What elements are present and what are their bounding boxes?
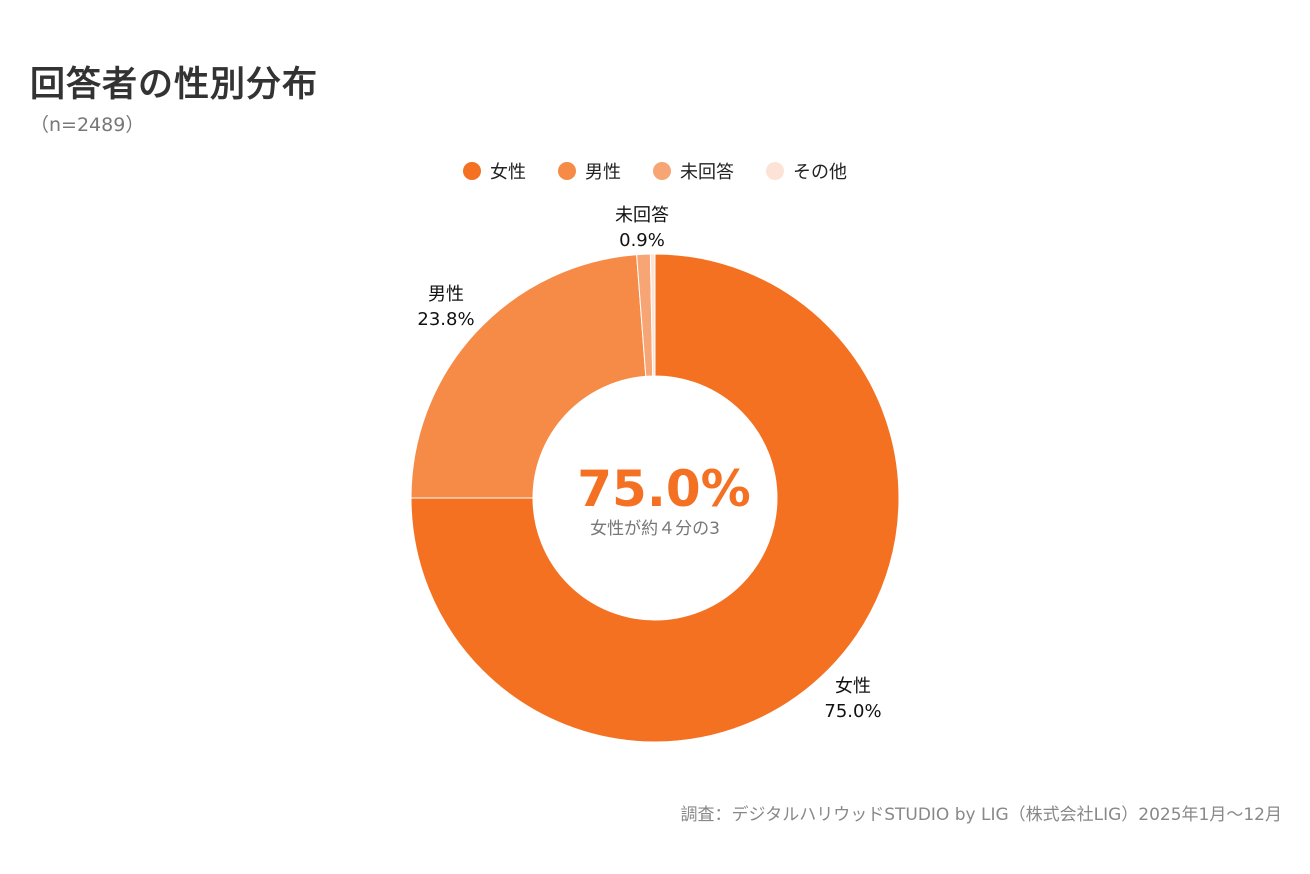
slice-label-no-answer-value: 0.9% xyxy=(619,230,665,251)
slice-female[interactable] xyxy=(410,253,900,743)
legend: 女性 男性 未回答 その他 xyxy=(0,158,1310,184)
slice-label-male-value: 23.8% xyxy=(417,309,474,330)
legend-label-male: 男性 xyxy=(585,162,621,183)
slice-label-male-name: 男性 xyxy=(428,284,464,305)
legend-label-female: 女性 xyxy=(490,162,526,183)
legend-swatch-male xyxy=(558,162,576,180)
legend-label-other: その他 xyxy=(793,162,847,183)
legend-swatch-no-answer xyxy=(653,162,671,180)
legend-item-no-answer[interactable]: 未回答 xyxy=(653,158,734,184)
sample-size: （n=2489） xyxy=(30,114,145,136)
chart-title: 回答者の性別分布 xyxy=(30,65,319,105)
center-caption: 女性が約４分の3 xyxy=(590,519,720,539)
legend-item-other[interactable]: その他 xyxy=(766,158,847,184)
center-value: 75.0% xyxy=(577,460,750,518)
legend-label-no-answer: 未回答 xyxy=(680,162,734,183)
slice-label-female-name: 女性 xyxy=(835,676,871,697)
slice-other[interactable] xyxy=(649,253,656,377)
slice-labels: 女性 75.0% 男性 23.8% 未回答 0.9% xyxy=(417,205,881,722)
slice-label-female-value: 75.0% xyxy=(824,701,881,722)
legend-item-male[interactable]: 男性 xyxy=(558,158,621,184)
legend-swatch-other xyxy=(766,162,784,180)
legend-item-female[interactable]: 女性 xyxy=(463,158,526,184)
donut-slices xyxy=(410,253,900,743)
slice-label-no-answer-name: 未回答 xyxy=(615,205,669,226)
source-note: 調査：デジタルハリウッドSTUDIO by LIG（株式会社LIG）2025年1… xyxy=(680,805,1282,825)
slice-male[interactable] xyxy=(410,254,647,499)
legend-swatch-female xyxy=(463,162,481,180)
